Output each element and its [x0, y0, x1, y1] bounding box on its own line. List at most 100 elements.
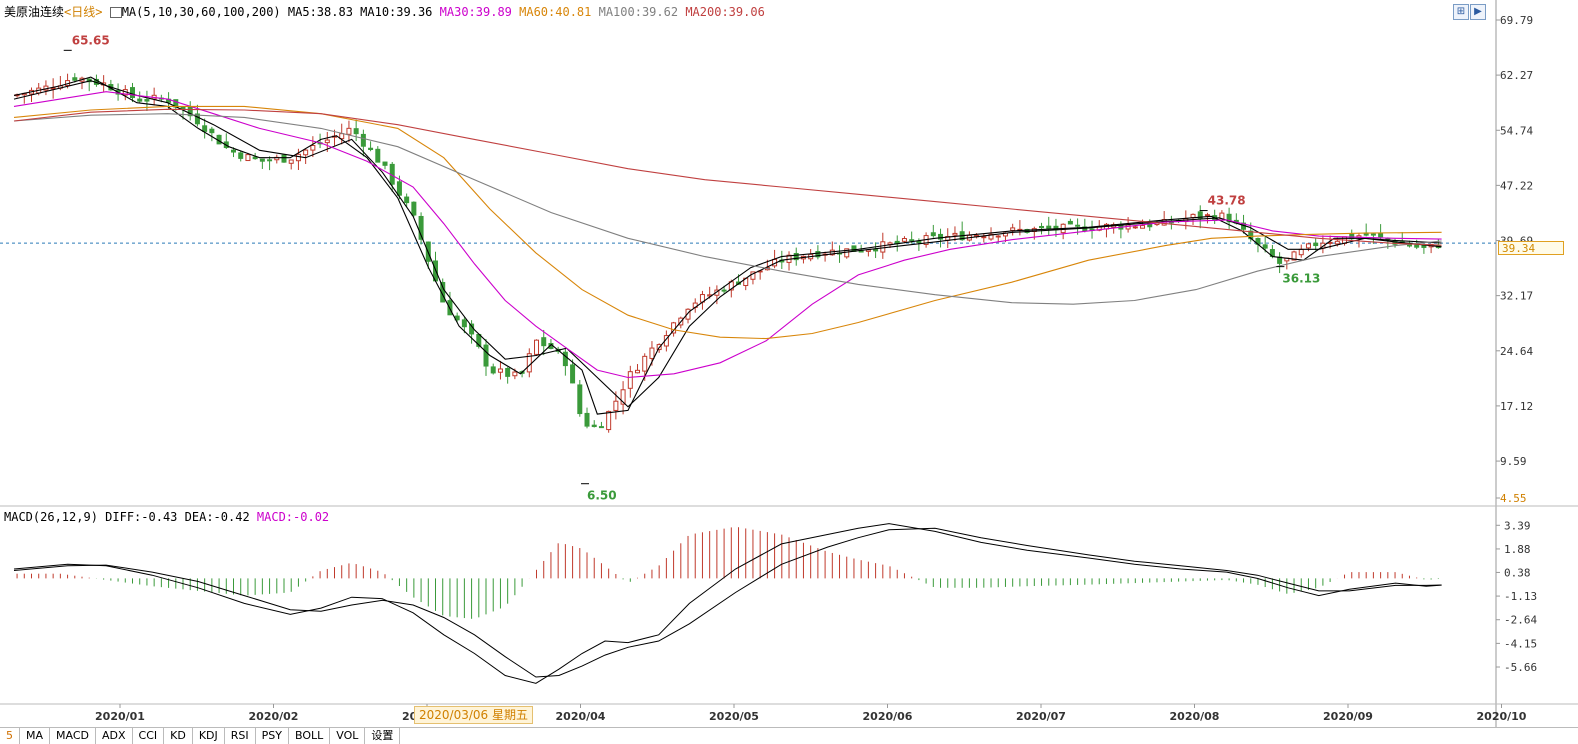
candle-body [901, 238, 907, 242]
candle-body [952, 232, 958, 236]
macd-y-tick-label: -1.13 [1504, 590, 1537, 603]
candle-body [721, 289, 727, 292]
candle-body [72, 77, 78, 81]
candle-body [858, 250, 864, 253]
layout-icon[interactable]: ⊞ [1453, 4, 1469, 20]
candle-body [281, 154, 287, 163]
candle-body [461, 319, 467, 328]
candle-body [483, 344, 489, 367]
macd-y-tick-label: 1.88 [1504, 543, 1531, 556]
candle-body [1046, 225, 1052, 230]
tab-5[interactable]: 5 [0, 728, 20, 744]
candle-body [144, 99, 150, 102]
x-tick-label: 2020/09 [1323, 710, 1373, 723]
tab-kdj[interactable]: KDJ [193, 728, 225, 744]
candle-body [685, 308, 691, 320]
y-tick-label: 24.64 [1500, 345, 1533, 358]
candle-body [130, 87, 136, 99]
candle-body [620, 389, 626, 405]
tab-cci[interactable]: CCI [133, 728, 165, 744]
ma-label: MA(5,10,30,60,100,200) [121, 5, 281, 19]
symbol-name: 美原油连续 [4, 5, 65, 19]
ma-line-ma200 [13, 108, 1442, 246]
macd-diff-line [13, 523, 1442, 684]
candle-body [1414, 244, 1420, 248]
candle-body [534, 339, 540, 355]
tab-psy[interactable]: PSY [256, 728, 289, 744]
candle-body [310, 144, 316, 151]
candle-body [577, 384, 583, 415]
period-label[interactable]: <日线> [64, 5, 103, 19]
candle-body [627, 371, 633, 389]
x-tick-label: 2020/08 [1170, 710, 1220, 723]
candle-body [50, 87, 56, 90]
ma-line-ma10 [13, 80, 1442, 408]
candle-body [570, 364, 576, 384]
ma-line-ma30 [13, 91, 1442, 379]
candle-body [252, 156, 258, 160]
ma-line-ma5 [13, 76, 1442, 415]
candle-body [245, 154, 251, 162]
diff-value: DIFF:-0.43 [105, 510, 178, 524]
macd-header: MACD(26,12,9) DIFF:-0.43 DEA:-0.42 MACD:… [4, 510, 329, 524]
ma60-value: MA60:40.81 [519, 5, 592, 19]
tab-rsi[interactable]: RSI [225, 728, 256, 744]
candle-body [1067, 220, 1073, 225]
candle-body [541, 337, 547, 347]
x-tick-label: 2020/07 [1016, 710, 1066, 723]
ma-line-ma100 [13, 113, 1442, 305]
x-tick-label: 2020/06 [863, 710, 913, 723]
candle-body [382, 161, 388, 166]
crosshair-date-badge: 2020/03/06 星期五 [414, 706, 533, 724]
tab-ma[interactable]: MA [20, 728, 51, 744]
tab-vol[interactable]: VOL [330, 728, 366, 744]
ma200-value: MA200:39.06 [685, 5, 765, 19]
macd-dea-line [13, 527, 1442, 678]
candle-body [1190, 213, 1196, 218]
candle-body [1010, 227, 1016, 231]
candle-body [880, 241, 886, 253]
candle-body [1370, 233, 1376, 236]
candle-body [1075, 224, 1081, 227]
ma100-value: MA100:39.62 [598, 5, 679, 19]
candle-body [1334, 240, 1340, 245]
x-tick-label: 2020/02 [249, 710, 299, 723]
y-tick-label: 54.74 [1500, 124, 1533, 137]
candle-body [1226, 213, 1232, 223]
candle-body [295, 153, 301, 162]
tab-adx[interactable]: ADX [96, 728, 133, 744]
candle-body [418, 215, 424, 240]
candle-body [368, 147, 374, 150]
candle-body [909, 239, 915, 242]
macd-y-tick-label: -5.66 [1504, 661, 1537, 674]
candle-body [988, 233, 994, 240]
tab-kd[interactable]: KD [164, 728, 193, 744]
ma-line-ma60 [13, 105, 1442, 340]
tab-settings[interactable]: 设置 [365, 728, 401, 744]
candle-body [649, 347, 655, 359]
ma-icon[interactable] [109, 7, 122, 18]
candle-body [440, 281, 446, 303]
candle-body [1313, 242, 1319, 247]
extreme-label: 65.65 [72, 33, 110, 47]
candle-body [209, 128, 215, 134]
tab-macd[interactable]: MACD [50, 728, 96, 744]
candle-body [288, 159, 294, 164]
candle-body [1298, 248, 1304, 256]
candle-body [137, 98, 143, 102]
candle-body [1140, 225, 1146, 229]
candle-body [930, 232, 936, 237]
candle-body [793, 252, 799, 261]
tab-boll[interactable]: BOLL [289, 728, 331, 744]
expand-icon[interactable]: ▶ [1470, 4, 1486, 20]
macd-label: MACD(26,12,9) [4, 510, 98, 524]
candle-body [375, 148, 381, 163]
x-tick-label: 2020/10 [1477, 710, 1527, 723]
candle-body [916, 241, 922, 244]
candle-body [584, 412, 590, 427]
candle-body [1262, 244, 1268, 249]
candle-body [613, 400, 619, 411]
candle-body [598, 426, 604, 429]
candle-body [346, 127, 352, 135]
